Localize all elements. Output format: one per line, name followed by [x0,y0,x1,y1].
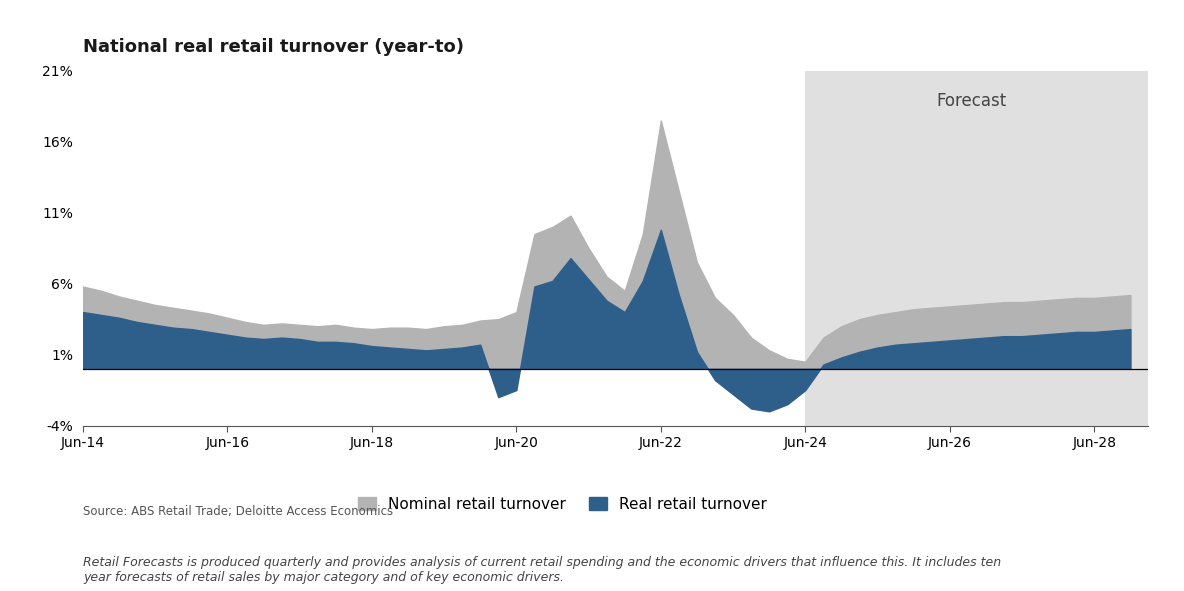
Bar [805,71,1148,426]
Text: Source: ABS Retail Trade; Deloitte Access Economics: Source: ABS Retail Trade; Deloitte Acces… [83,505,393,518]
Text: Forecast: Forecast [937,92,1006,110]
Text: Retail Forecasts is produced quarterly and provides analysis of current retail s: Retail Forecasts is produced quarterly a… [83,556,1000,583]
Text: National real retail turnover (year-to): National real retail turnover (year-to) [83,38,464,56]
Legend: Nominal retail turnover, Real retail turnover: Nominal retail turnover, Real retail tur… [358,497,767,512]
